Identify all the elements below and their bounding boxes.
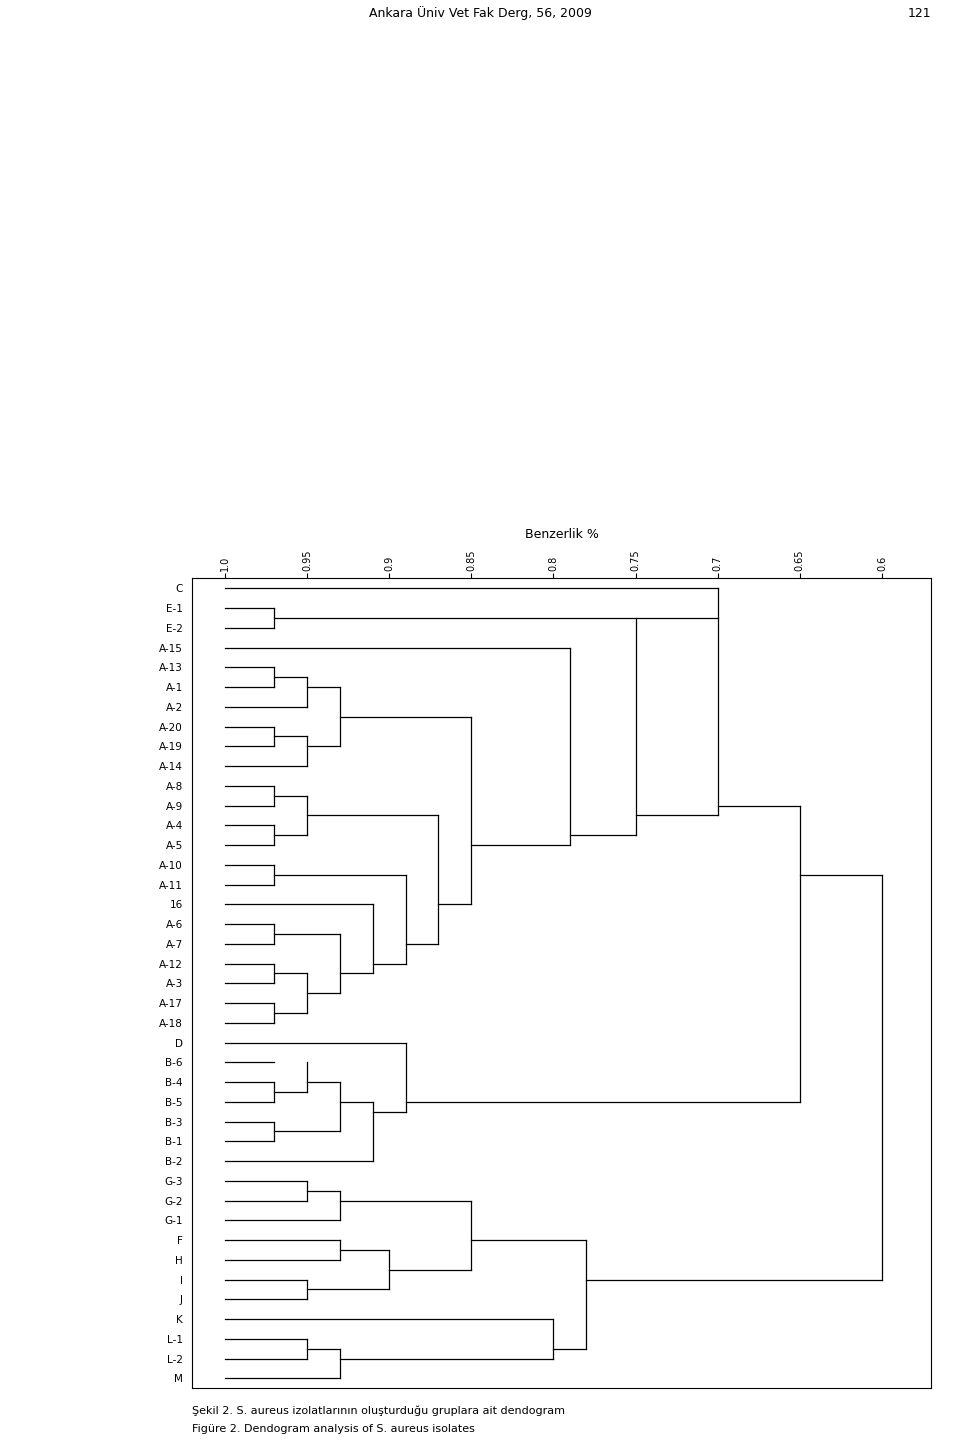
Text: Figüre 2. Dendogram analysis of S. aureus isolates: Figüre 2. Dendogram analysis of S. aureu…: [192, 1423, 475, 1433]
Text: Şekil 2. S. aureus izolatlarının oluşturduğu gruplara ait dendogram: Şekil 2. S. aureus izolatlarının oluştur…: [192, 1406, 565, 1416]
Text: 121: 121: [907, 7, 931, 20]
Text: Ankara Üniv Vet Fak Derg, 56, 2009: Ankara Üniv Vet Fak Derg, 56, 2009: [369, 6, 591, 20]
X-axis label: Benzerlik %: Benzerlik %: [525, 528, 598, 541]
